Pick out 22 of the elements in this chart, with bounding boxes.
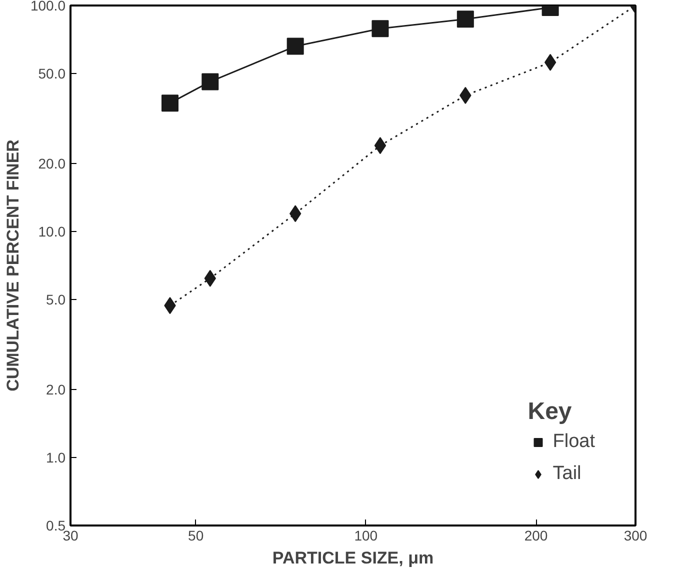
point [202,73,219,90]
y-tick-label: 100.0 [30,0,66,14]
point [374,137,386,154]
x-tick-label: 100 [354,528,378,544]
x-axis-title: PARTICLE SIZE, μm [272,548,434,568]
y-tick-label: 2.0 [46,381,66,398]
y-tick-label: 5.0 [46,292,66,308]
y-tick-label: 10.0 [38,223,66,240]
point [372,20,389,38]
x-tick-label: 300 [624,528,648,544]
y-axis-title: CUMULATIVE PERCENT FINER [3,140,22,392]
x-tick-label: 50 [188,528,204,544]
point [456,10,474,28]
point [286,38,304,55]
x-tick-label: 200 [524,528,548,544]
y-tick-label: 1.0 [46,449,66,466]
point [544,54,556,71]
y-tick-label: 20.0 [38,155,66,172]
legend-label: Float [552,431,595,453]
legend-label: Tail [552,463,582,485]
y-tick-label: 50.0 [38,66,66,82]
legend-title: Key [528,398,573,426]
